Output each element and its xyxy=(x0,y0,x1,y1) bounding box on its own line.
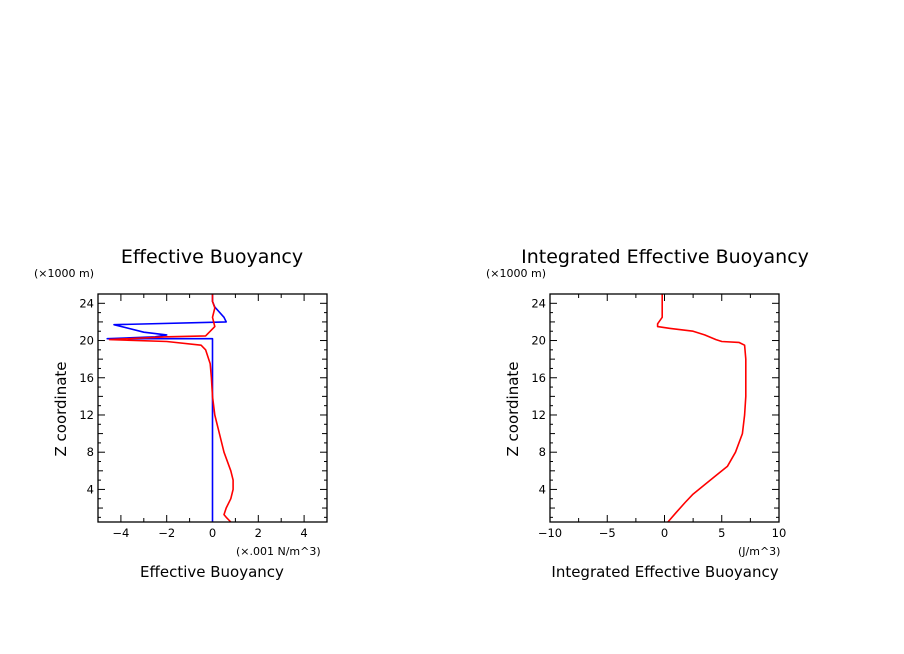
x-tick-label: −5 xyxy=(599,526,616,540)
integrated-effective-buoyancy-panel: Integrated Effective Buoyancy (×1000 m) … xyxy=(486,246,809,581)
x-axis-label: Effective Buoyancy xyxy=(140,563,284,581)
lines-group xyxy=(106,294,234,523)
x-tick-label: 2 xyxy=(255,526,262,540)
y-tick-label: 12 xyxy=(531,408,546,422)
effective-buoyancy-panel: Effective Buoyancy (×1000 m) Z coordinat… xyxy=(34,246,328,581)
x-tick-label: 10 xyxy=(772,526,787,540)
y-tick-label: 20 xyxy=(531,334,546,348)
x-tick-label: −10 xyxy=(538,526,562,540)
y-unit-label: (×1000 m) xyxy=(486,267,546,280)
y-tick-label: 16 xyxy=(531,371,546,385)
x-tick-label: −4 xyxy=(112,526,129,540)
series-line-0 xyxy=(656,294,747,523)
y-tick-label: 8 xyxy=(87,445,94,459)
ticks-group: −10 −5 0 5 10 4 8 12 16 20 24 xyxy=(531,293,787,540)
y-tick-label: 20 xyxy=(79,334,94,348)
series-line-0 xyxy=(106,294,227,522)
series-line-1 xyxy=(108,294,234,523)
chart-title: Integrated Effective Buoyancy xyxy=(521,246,809,268)
y-tick-label: 24 xyxy=(79,296,94,310)
x-axis-label: Integrated Effective Buoyancy xyxy=(551,563,778,581)
x-tick-label: 4 xyxy=(300,526,307,540)
y-tick-label: 24 xyxy=(531,296,546,310)
y-axis-label: Z coordinate xyxy=(504,361,522,456)
plot-frame xyxy=(549,293,780,523)
y-axis-label: Z coordinate xyxy=(52,361,70,456)
plot-frame xyxy=(97,293,328,523)
y-tick-label: 8 xyxy=(539,445,546,459)
y-tick-label: 16 xyxy=(79,371,94,385)
y-unit-label: (×1000 m) xyxy=(34,267,94,280)
y-tick-label: 4 xyxy=(87,482,94,496)
x-tick-label: −2 xyxy=(158,526,175,540)
x-unit-label: (×.001 N/m^3) xyxy=(236,545,321,558)
y-tick-label: 4 xyxy=(539,482,546,496)
x-tick-label: 0 xyxy=(661,526,668,540)
x-tick-label: 5 xyxy=(718,526,725,540)
x-tick-label: 0 xyxy=(209,526,216,540)
lines-group xyxy=(656,294,747,523)
x-unit-label: (J/m^3) xyxy=(738,545,780,558)
y-tick-label: 12 xyxy=(79,408,94,422)
chart-title: Effective Buoyancy xyxy=(121,246,303,268)
